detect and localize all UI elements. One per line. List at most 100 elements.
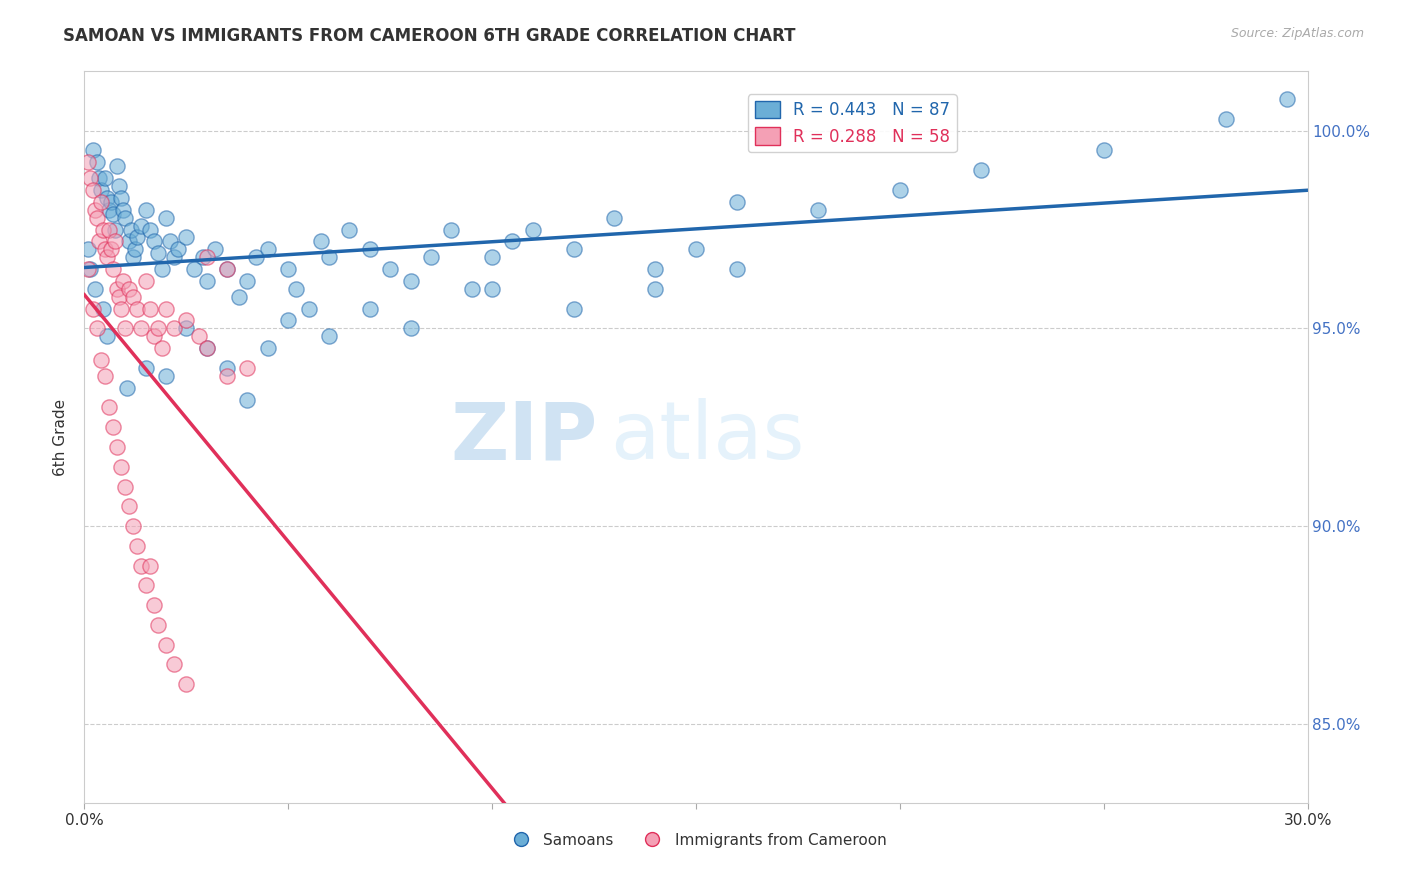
Point [138,558,160,573]
Legend: Samoans, Immigrants from Cameroon: Samoans, Immigrants from Cameroon [499,827,893,854]
Point [257,341,280,355]
Point [90,353,112,368]
Point [359,301,381,316]
Point [77,242,100,256]
Point [100,242,122,256]
Point [79,262,101,277]
Point [96,329,118,343]
Point [146,618,169,632]
Point [889,183,911,197]
Point [122,519,145,533]
Point [1092,144,1115,158]
Point [105,440,128,454]
Point [82,144,104,158]
Point [359,242,381,256]
Point [93,171,115,186]
Point [481,282,503,296]
Point [228,290,250,304]
Point [79,171,101,186]
Point [1277,92,1299,106]
Point [318,329,340,343]
Point [138,301,160,316]
Point [522,222,544,236]
Point [440,222,463,236]
Point [96,191,118,205]
Point [82,183,104,197]
Point [174,313,197,327]
Point [155,301,177,316]
Point [131,219,153,233]
Point [155,368,177,383]
Point [97,202,120,217]
Point [105,159,128,173]
Point [1215,112,1237,126]
Point [118,235,141,249]
Point [195,274,218,288]
Point [399,274,422,288]
Point [285,282,308,296]
Point [104,222,127,236]
Point [183,262,205,277]
Point [77,155,100,169]
Point [217,262,239,277]
Point [142,329,165,343]
Point [603,211,626,225]
Point [163,321,186,335]
Point [481,250,503,264]
Point [155,638,177,652]
Point [90,183,112,197]
Point [135,360,157,375]
Point [90,194,112,209]
Point [195,341,218,355]
Text: ZIP: ZIP [451,398,598,476]
Point [309,235,332,249]
Point [112,202,135,217]
Point [110,459,132,474]
Point [86,321,108,335]
Point [100,194,122,209]
Point [644,282,666,296]
Point [82,301,104,316]
Text: Source: ZipAtlas.com: Source: ZipAtlas.com [1230,27,1364,40]
Point [159,235,181,249]
Point [339,222,361,236]
Point [461,282,484,296]
Point [277,313,299,327]
Point [115,381,138,395]
Point [110,191,132,205]
Point [114,211,136,225]
Point [236,274,259,288]
Point [135,202,157,217]
Point [120,222,142,236]
Text: atlas: atlas [610,398,804,476]
Point [970,163,993,178]
Point [83,202,105,217]
Point [155,211,177,225]
Point [420,250,443,264]
Point [195,341,218,355]
Point [104,235,127,249]
Point [101,207,124,221]
Point [91,222,114,236]
Point [807,202,830,217]
Point [174,677,197,691]
Point [217,262,239,277]
Point [127,539,149,553]
Point [174,230,197,244]
Point [122,290,145,304]
Point [142,598,165,612]
Point [101,420,124,434]
Point [101,262,124,277]
Point [142,235,165,249]
Point [502,235,524,249]
Point [257,242,280,256]
Point [118,500,141,514]
Point [236,360,259,375]
Point [122,250,145,264]
Point [399,321,422,335]
Point [135,274,157,288]
Point [174,321,197,335]
Point [195,250,218,264]
Text: SAMOAN VS IMMIGRANTS FROM CAMEROON 6TH GRADE CORRELATION CHART: SAMOAN VS IMMIGRANTS FROM CAMEROON 6TH G… [63,27,796,45]
Point [644,262,666,277]
